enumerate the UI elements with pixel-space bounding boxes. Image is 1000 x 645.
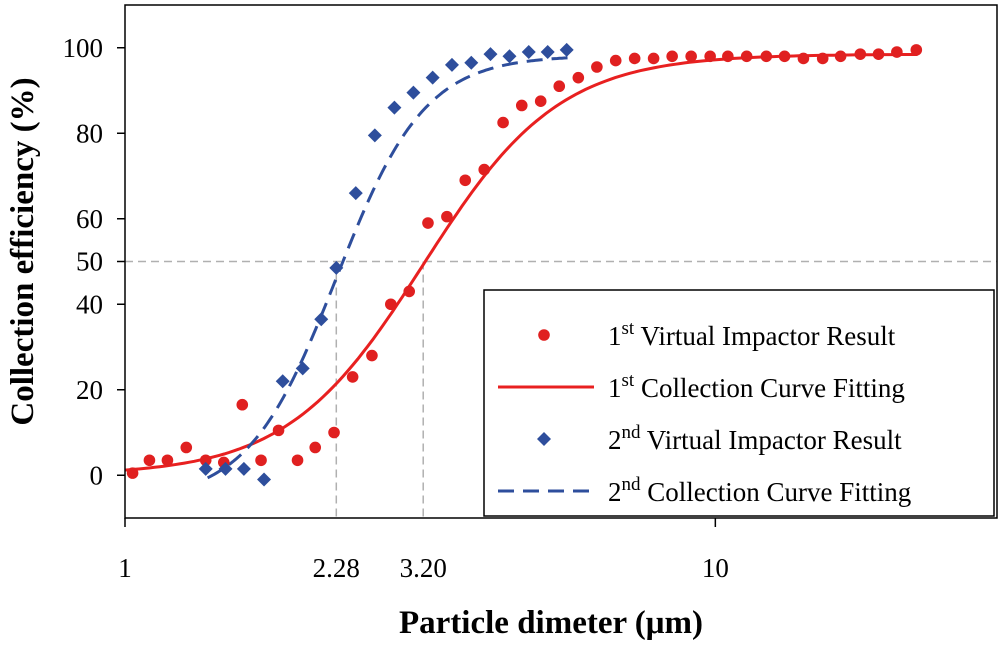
y-tick-label: 40 [76, 289, 103, 319]
series-3-point [521, 45, 536, 60]
series-1-point [760, 50, 773, 63]
series-1-point [797, 52, 810, 65]
series-1-point [666, 50, 678, 63]
x-axis-title: Particle dimeter (μm) [399, 605, 703, 641]
series-1-point [199, 454, 212, 467]
y-tick-label: 0 [90, 460, 104, 490]
legend-label-2: 1st Collection Curve Fitting [608, 370, 905, 403]
series-1-point [910, 44, 923, 56]
y-tick-label: 80 [76, 118, 103, 148]
x-tick-label: 1 [118, 553, 132, 583]
legend-marker-1 [538, 329, 550, 341]
legend-box [483, 289, 995, 517]
series-3-point [275, 374, 290, 389]
series-3-point [387, 100, 402, 115]
reference-lines [125, 260, 997, 518]
series-3-point [367, 128, 382, 143]
series-1-point [553, 80, 566, 93]
series-1-point [854, 48, 867, 60]
series-3-point [464, 55, 479, 70]
series-1-point [872, 48, 885, 60]
series-1-point [143, 454, 156, 467]
series-1-point [628, 52, 641, 65]
data-layer [124, 42, 923, 487]
series-1-point [366, 349, 378, 362]
legend-label-4: 2nd Collection Curve Fitting [608, 474, 911, 507]
legend-label-3: 2nd Virtual Impactor Result [608, 422, 902, 455]
series-1-point [647, 52, 660, 65]
series-3-point [218, 461, 233, 476]
series-1-point [816, 52, 829, 65]
series-3-point [236, 461, 251, 476]
series-1-point [328, 426, 340, 439]
series-3-point [425, 70, 440, 85]
series-1-point [180, 441, 193, 454]
series-1-point [591, 61, 603, 73]
series-3-point [198, 461, 213, 476]
series-1-point [740, 50, 753, 63]
series-3-point [348, 186, 363, 201]
y-tick-label: 20 [76, 375, 103, 405]
legend: 1st Virtual Impactor Result 1st Collectio… [483, 289, 995, 517]
series-1-point [403, 285, 416, 298]
series-1-point [534, 95, 547, 107]
series-3-point [295, 361, 310, 376]
series-3-point [257, 472, 272, 487]
legend-marker-3 [537, 432, 551, 446]
series-1-point [309, 441, 322, 454]
series-3-point [406, 85, 421, 100]
series-3-point [444, 57, 459, 72]
x-tick-label: 10 [702, 553, 729, 583]
series-1-point [609, 54, 622, 67]
y-tick-label: 60 [76, 204, 103, 234]
x-tick-label: 3.20 [400, 553, 447, 583]
series-1-point [891, 46, 903, 58]
series-1-point [572, 71, 585, 84]
series-1-point [704, 50, 716, 63]
x-tick-label: 2.28 [313, 553, 360, 583]
series-1-point [685, 50, 697, 63]
series-1-point [384, 298, 397, 311]
series-1-point [422, 217, 434, 229]
series-4-curve [206, 55, 576, 480]
series-3-point [502, 49, 517, 64]
series-1-point [161, 454, 174, 467]
series-3-point [329, 260, 344, 275]
y-tick-label: 100 [63, 33, 104, 63]
series-1-point [497, 116, 509, 129]
series-3-point [483, 47, 498, 62]
legend-label-1: 1st Virtual Impactor Result [608, 318, 896, 351]
axis-ticks: 0 20 40 50 60 80 100 1 2.28 3.20 10 [63, 33, 729, 583]
series-1-point [126, 467, 139, 479]
series-1-point [441, 210, 453, 223]
y-axis-title: Collection efficiency (%) [5, 77, 41, 425]
series-1-point [255, 454, 267, 467]
series-1-point [722, 50, 734, 63]
series-3-point [540, 45, 555, 60]
y-tick-label: 50 [76, 247, 103, 277]
series-3-point [314, 312, 329, 327]
series-1-point [272, 424, 285, 437]
series-1-point [778, 50, 791, 63]
series-1-point [515, 99, 528, 112]
series-1-point [459, 174, 472, 187]
series-3-point [559, 42, 574, 57]
series-1-point [291, 454, 304, 467]
series-1-point [834, 50, 847, 63]
series-1-point [346, 371, 359, 383]
series-1-point [478, 163, 491, 176]
series-1-point [236, 398, 249, 411]
